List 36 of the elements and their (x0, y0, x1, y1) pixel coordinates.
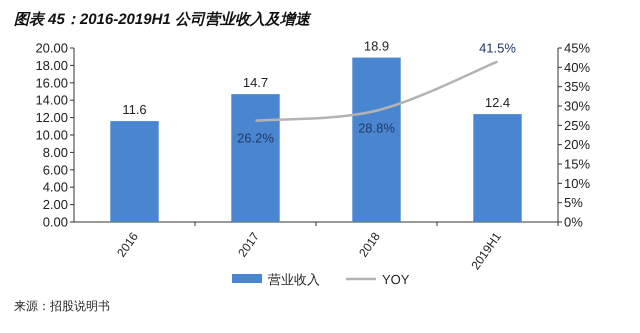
y2-tick-label: 5% (564, 195, 584, 210)
data-label: 18.9 (364, 38, 390, 54)
y2-tick-label: 10% (564, 176, 590, 191)
data-label: 14.7 (242, 75, 268, 90)
y-tick-label: 12.00 (35, 110, 68, 126)
y-tick-label: 10.00 (35, 128, 68, 142)
y-tick-label: 14.00 (35, 92, 68, 108)
source-note: 来源：招股说明书 (14, 299, 110, 313)
y-tick-label: 18.00 (35, 58, 68, 73)
data-label: 26.2% (237, 130, 274, 146)
data-label: 41.5% (479, 40, 516, 56)
y-tick-label: 16.00 (35, 75, 68, 90)
y2-tick-label: 35% (564, 79, 590, 94)
y2-tick-label: 0% (564, 214, 584, 230)
y-tick-label: 4.00 (42, 180, 68, 195)
data-label: 11.6 (122, 102, 147, 118)
y-tick-label: 20.00 (35, 40, 68, 56)
y-tick-label: 8.00 (42, 144, 68, 160)
y2-tick-label: 45% (564, 40, 590, 56)
bar (110, 121, 159, 222)
y2-tick-label: 40% (564, 60, 590, 75)
y-tick-label: 6.00 (42, 162, 68, 178)
data-label: 28.8% (358, 120, 396, 136)
bar (231, 94, 280, 222)
legend-label: YOY (382, 272, 410, 287)
y-tick-label: 2.00 (42, 197, 68, 212)
y-tick-label: 0.00 (42, 214, 68, 230)
y2-tick-label: 30% (564, 98, 590, 114)
legend-label: 营业收入 (268, 272, 320, 287)
bar (352, 58, 401, 222)
y2-tick-label: 15% (564, 156, 590, 172)
y2-tick-label: 25% (564, 118, 590, 133)
data-label: 12.4 (484, 95, 510, 110)
y2-tick-label: 20% (564, 137, 590, 152)
chart-title: 图表 45：2016-2019H1 公司营业收入及增速 (14, 11, 312, 28)
bar (473, 114, 522, 222)
